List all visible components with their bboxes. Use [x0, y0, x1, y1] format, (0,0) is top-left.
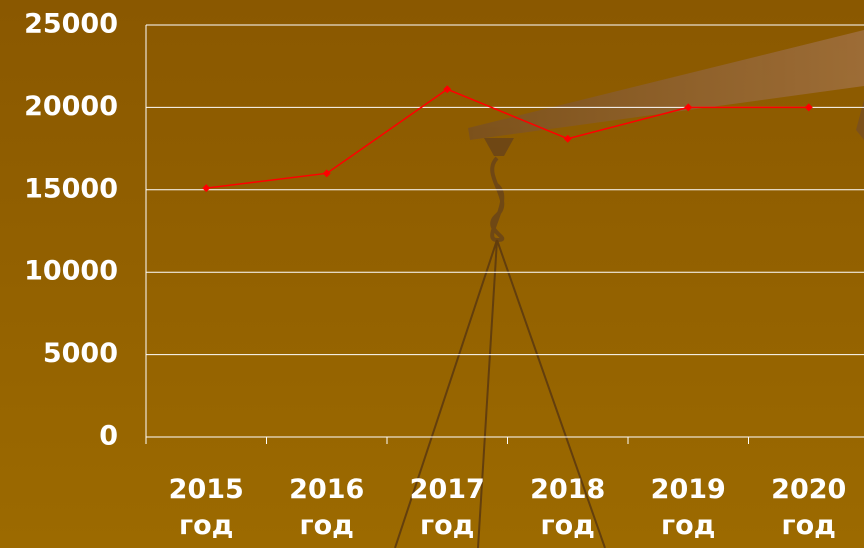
marker: [443, 85, 452, 94]
marker: [563, 134, 572, 143]
y-tick-label: 0: [99, 421, 118, 452]
y-tick-label: 15000: [24, 173, 118, 204]
line: [206, 88, 809, 189]
y-tick-label: 10000: [24, 256, 118, 287]
x-tick-label: 2015 год: [168, 474, 244, 541]
marker: [804, 103, 813, 112]
y-tick-label: 20000: [24, 91, 118, 122]
x-tick-label: 2019 год: [650, 474, 726, 541]
x-tick-label: 2020 год: [771, 474, 847, 541]
marker: [322, 169, 331, 178]
y-tick-label: 25000: [24, 9, 118, 40]
x-tick-label: 2018 год: [530, 474, 606, 541]
x-tick-label: 2017 год: [409, 474, 485, 541]
scale-decoration: [394, 30, 864, 548]
x-tick-label: 2016 год: [289, 474, 365, 541]
marker: [202, 184, 211, 193]
marker: [684, 103, 693, 112]
y-tick-label: 5000: [43, 338, 118, 369]
